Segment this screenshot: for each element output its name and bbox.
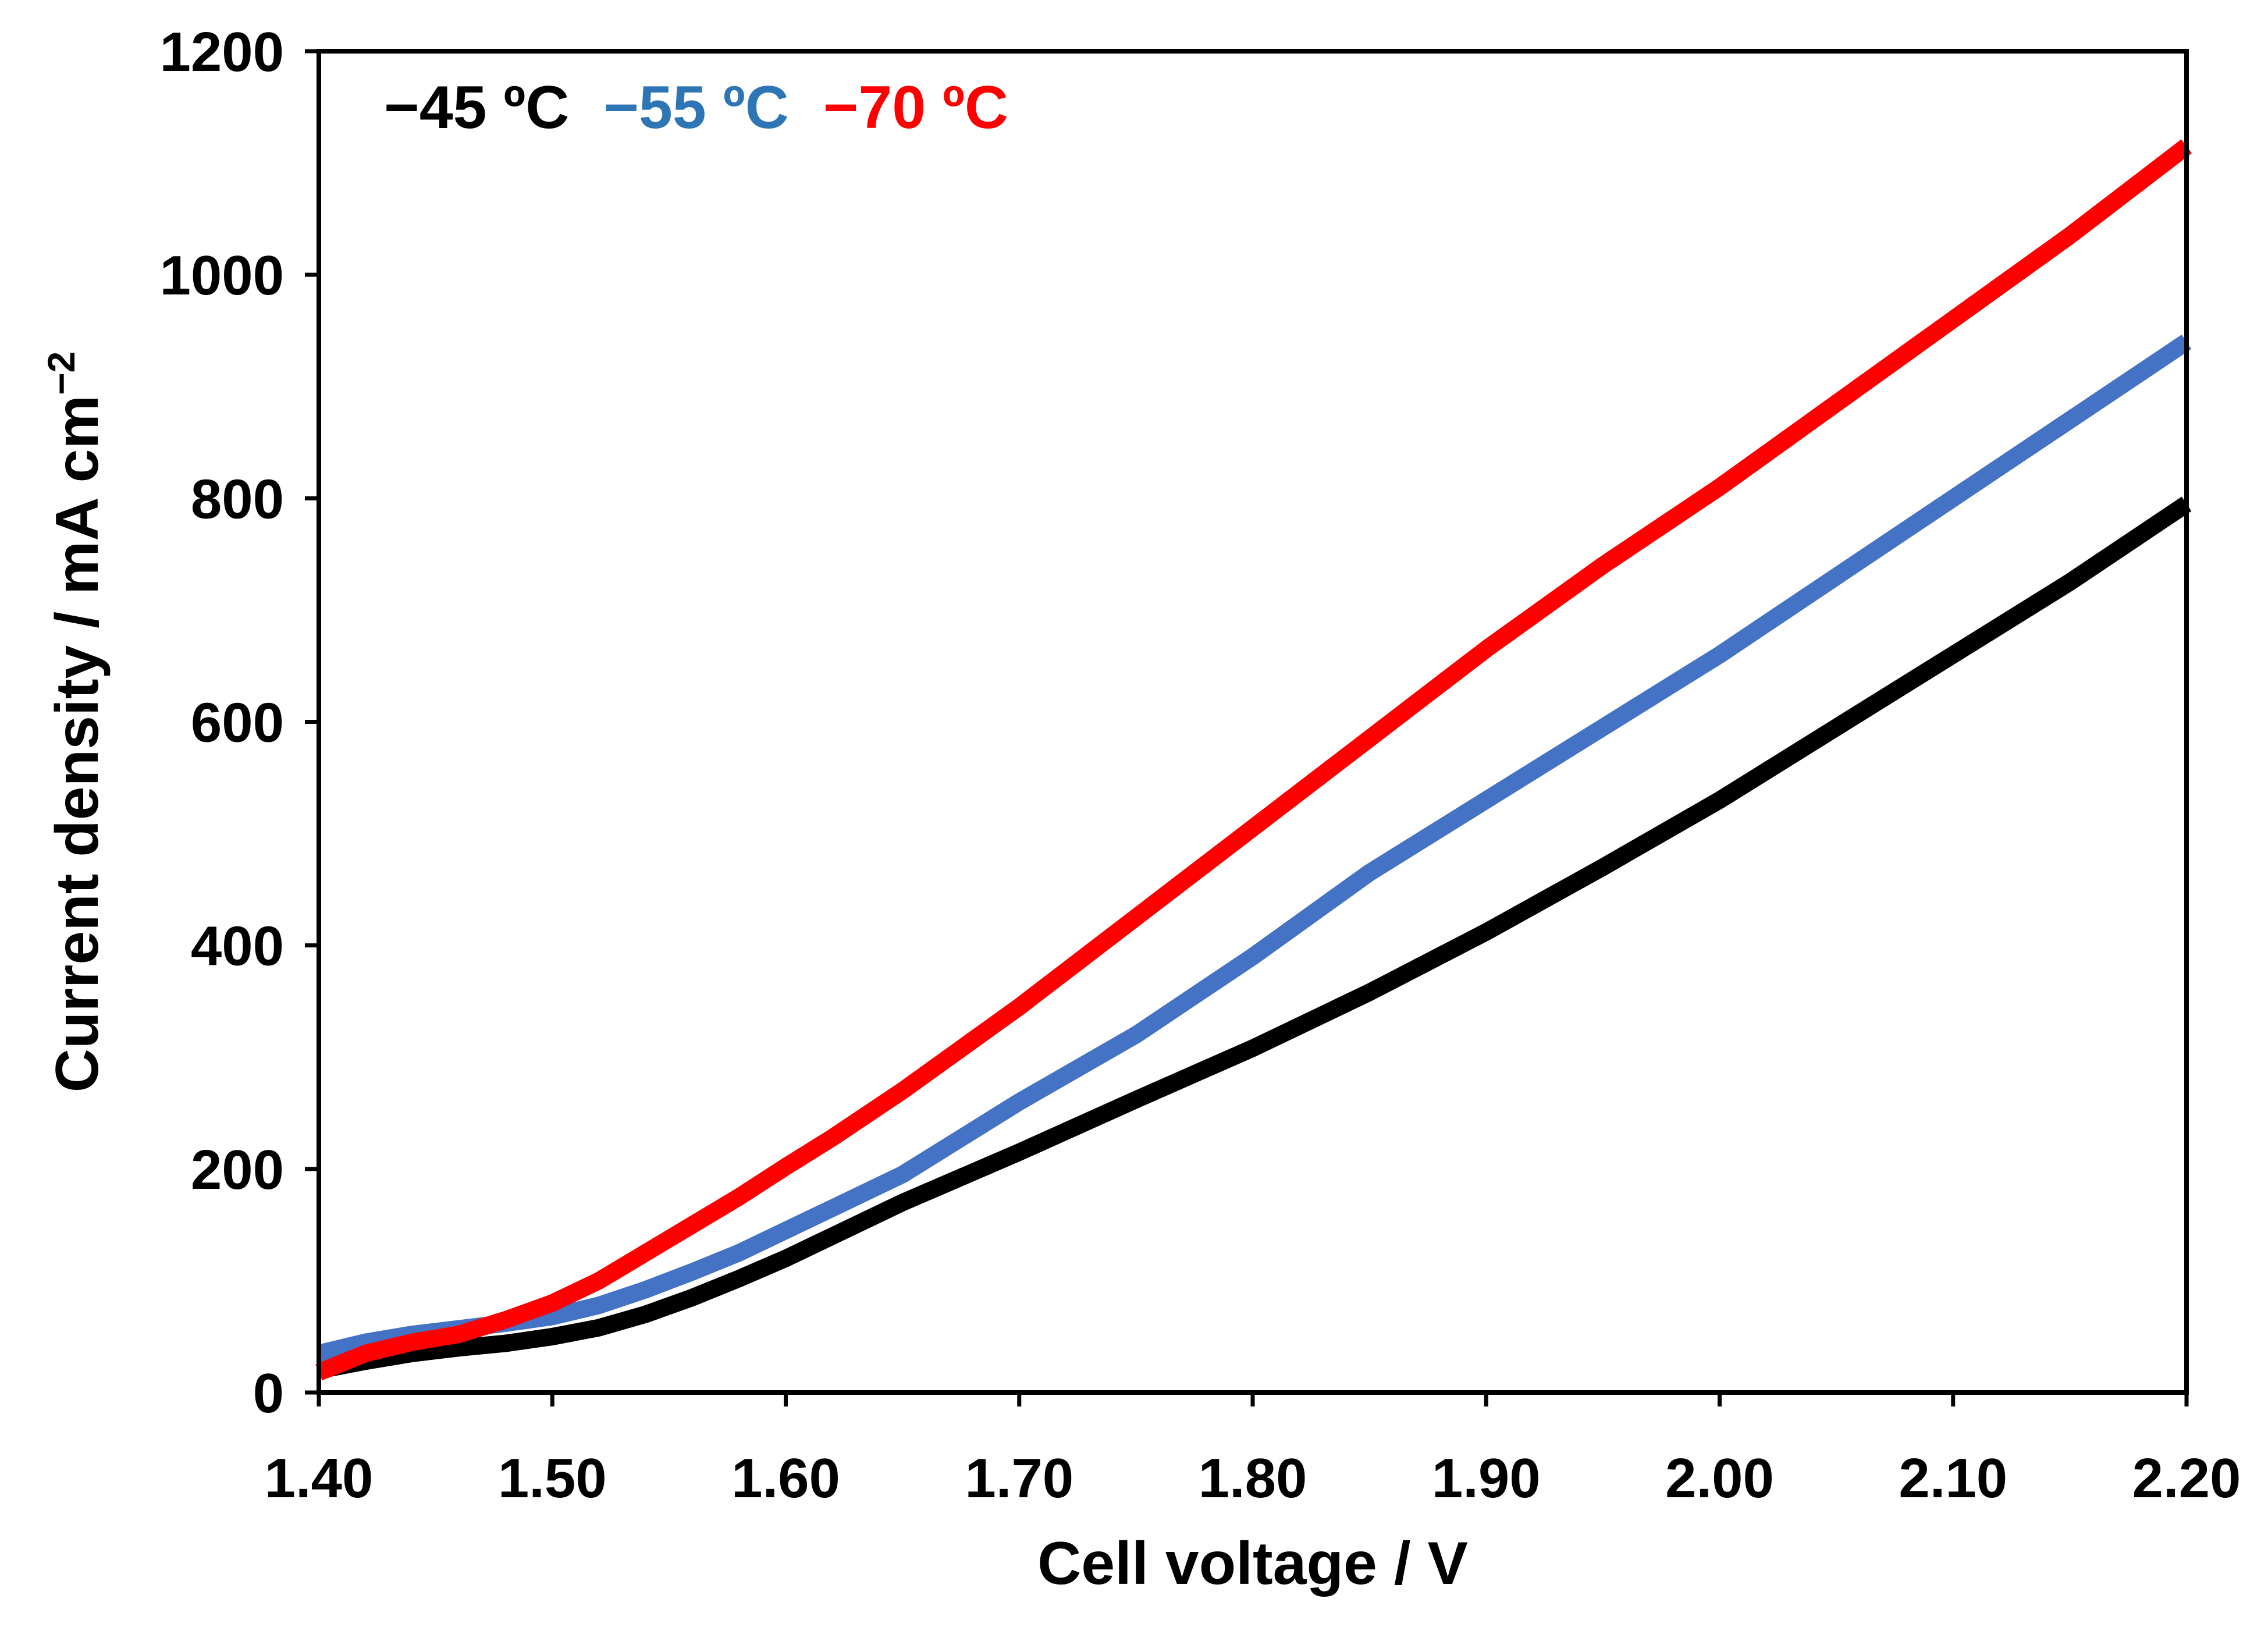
y-axis-title-superscript: −2 (40, 351, 83, 395)
legend-entry-minus-45: −45 ºC (384, 74, 569, 141)
x-tick-label: 2.20 (2132, 1447, 2241, 1509)
y-tick-label: 0 (253, 1362, 284, 1425)
y-tick-label: 200 (191, 1139, 284, 1201)
x-tick-label: 2.10 (1899, 1447, 2007, 1509)
x-tick-label: 2.00 (1665, 1447, 1774, 1509)
legend-entry-minus-55: −55 ºC (603, 74, 788, 141)
x-tick-label: 1.50 (498, 1447, 607, 1509)
series-layer (315, 139, 2192, 1381)
y-axis-title-main: Current density / mA cm (44, 395, 111, 1092)
x-tick-label: 1.80 (1199, 1447, 1307, 1509)
y-axis-title: Current density / mA cm−2 (40, 351, 111, 1092)
legend: −45 ºC −55 ºC −70 ºC (384, 74, 1008, 141)
x-axis-title: Cell voltage / V (1037, 1530, 1468, 1597)
x-tick-label: 1.90 (1432, 1447, 1541, 1509)
x-axis-ticks: 1.40 1.50 1.60 1.70 1.80 1.90 2.00 2.10 2.20 (265, 1393, 2241, 1509)
y-tick-label: 1200 (159, 21, 284, 83)
x-tick-label: 1.60 (731, 1447, 840, 1509)
y-tick-label: 1000 (159, 244, 284, 307)
y-axis-ticks: 0 200 400 600 800 1000 1200 (159, 21, 319, 1425)
x-tick-label: 1.70 (965, 1447, 1073, 1509)
y-tick-label: 600 (191, 692, 284, 754)
y-tick-label: 800 (191, 468, 284, 530)
x-tick-label: 1.40 (265, 1447, 374, 1509)
series-line-1 (317, 496, 2192, 1379)
y-tick-label: 400 (191, 915, 284, 978)
series-line-3 (315, 139, 2192, 1381)
legend-entry-minus-70: −70 ºC (823, 74, 1008, 141)
